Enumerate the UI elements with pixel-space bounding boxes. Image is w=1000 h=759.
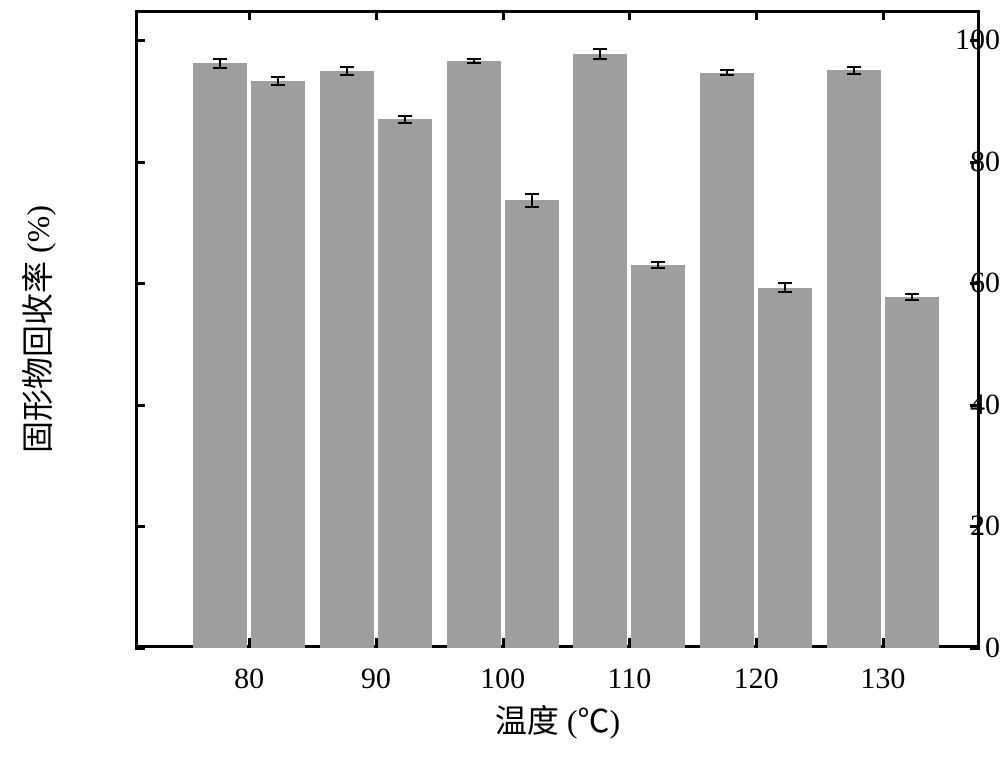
error-bar-line bbox=[531, 194, 533, 207]
x-axis-title: 温度 (℃) bbox=[495, 696, 620, 742]
bar bbox=[251, 81, 305, 648]
error-bar-cap bbox=[593, 58, 607, 60]
y-tick-mark bbox=[135, 525, 145, 528]
error-bar-cap bbox=[213, 67, 227, 69]
x-tick-label: 100 bbox=[480, 662, 525, 696]
y-tick-mark bbox=[970, 161, 980, 164]
error-bar-cap bbox=[593, 48, 607, 50]
error-bar-cap bbox=[525, 206, 539, 208]
error-bar-cap bbox=[905, 293, 919, 295]
x-tick-label: 130 bbox=[860, 662, 905, 696]
x-tick-label: 80 bbox=[234, 662, 264, 696]
x-tick-mark bbox=[628, 10, 631, 20]
chart-container: 未添加AlCl3添加 AlCl3 020406080100 8090100110… bbox=[0, 0, 1000, 759]
y-tick-mark bbox=[970, 647, 980, 650]
y-tick-mark bbox=[135, 404, 145, 407]
bar bbox=[378, 119, 432, 648]
x-tick-mark bbox=[502, 10, 505, 20]
bar bbox=[573, 54, 627, 648]
error-bar-cap bbox=[271, 76, 285, 78]
y-tick-mark bbox=[970, 525, 980, 528]
y-tick-label: 100 bbox=[883, 23, 1000, 57]
x-tick-label: 110 bbox=[607, 662, 651, 696]
y-tick-mark bbox=[135, 161, 145, 164]
y-tick-label: 60 bbox=[883, 266, 1000, 300]
error-bar-cap bbox=[720, 74, 734, 76]
error-bar-cap bbox=[271, 84, 285, 86]
error-bar-cap bbox=[651, 267, 665, 269]
y-tick-label: 80 bbox=[883, 145, 1000, 179]
error-bar-cap bbox=[525, 193, 539, 195]
y-tick-mark bbox=[135, 39, 145, 42]
x-tick-mark bbox=[375, 10, 378, 20]
x-tick-mark bbox=[755, 10, 758, 20]
bar bbox=[827, 70, 881, 648]
y-tick-mark bbox=[970, 39, 980, 42]
error-bar-cap bbox=[778, 282, 792, 284]
error-bar-cap bbox=[398, 115, 412, 117]
error-bar-cap bbox=[778, 291, 792, 293]
bar bbox=[505, 200, 559, 648]
error-bar-cap bbox=[340, 74, 354, 76]
error-bar-cap bbox=[467, 62, 481, 64]
x-tick-label: 120 bbox=[734, 662, 779, 696]
x-tick-mark bbox=[248, 10, 251, 20]
error-bar-cap bbox=[467, 58, 481, 60]
error-bar-cap bbox=[340, 66, 354, 68]
y-tick-mark bbox=[135, 282, 145, 285]
x-tick-mark bbox=[882, 10, 885, 20]
y-axis-title: 固形物回收率 (%) bbox=[13, 205, 59, 453]
y-tick-mark bbox=[135, 647, 145, 650]
error-bar-cap bbox=[398, 122, 412, 124]
bar bbox=[700, 73, 754, 648]
error-bar-cap bbox=[651, 261, 665, 263]
error-bar-cap bbox=[847, 66, 861, 68]
error-bar-cap bbox=[847, 73, 861, 75]
error-bar-cap bbox=[905, 299, 919, 301]
bar bbox=[193, 63, 247, 648]
error-bar-cap bbox=[213, 58, 227, 60]
bar bbox=[885, 297, 939, 648]
bar bbox=[631, 265, 685, 648]
error-bar-cap bbox=[720, 69, 734, 71]
y-tick-mark bbox=[970, 282, 980, 285]
y-tick-mark bbox=[970, 404, 980, 407]
bar bbox=[320, 71, 374, 648]
bar bbox=[447, 61, 501, 648]
x-tick-label: 90 bbox=[361, 662, 391, 696]
bar bbox=[758, 288, 812, 648]
